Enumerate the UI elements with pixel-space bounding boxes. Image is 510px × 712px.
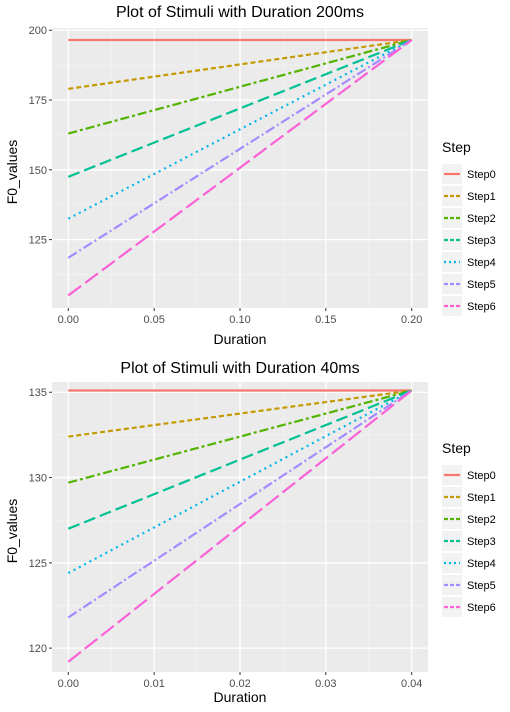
series-line-step3 bbox=[67, 38, 413, 178]
x-axis-label: Duration bbox=[214, 331, 267, 347]
series-line-step4 bbox=[67, 39, 413, 220]
legend-title: Step bbox=[442, 440, 471, 456]
series-line-step1 bbox=[68, 389, 412, 438]
legend-label: Step2 bbox=[467, 514, 496, 526]
series-line-step6 bbox=[67, 39, 413, 297]
legend-key-bg bbox=[442, 252, 462, 272]
legend: Step0 Step1 Step2 Step3 Step4 Step5 Step6 bbox=[442, 164, 496, 316]
x-tick-label: 0.00 bbox=[58, 314, 79, 326]
series-line-step2 bbox=[68, 389, 412, 484]
legend-label: Step6 bbox=[467, 301, 496, 313]
plot-area bbox=[52, 382, 428, 672]
chart-title: Plot of Stimuli with Duration 40ms bbox=[120, 360, 359, 377]
legend-title: Step bbox=[442, 139, 471, 155]
series-line-step4 bbox=[67, 389, 413, 575]
x-tick-label: 0.03 bbox=[315, 678, 336, 690]
x-tick-label: 0.05 bbox=[143, 314, 164, 326]
series-line-step6 bbox=[67, 389, 413, 663]
series-line-step1 bbox=[68, 38, 412, 90]
chart-panel-40ms: Plot of Stimuli with Duration 40ms Durat… bbox=[0, 354, 510, 707]
y-axis-label: F0_values bbox=[4, 140, 20, 205]
y-tick-label: 125 bbox=[29, 558, 47, 570]
legend-label: Step3 bbox=[467, 536, 496, 548]
chart-panel-200ms: Plot of Stimuli with Duration 200ms Dura… bbox=[0, 0, 510, 352]
y-axis-label: F0_values bbox=[4, 499, 20, 564]
x-tick-label: 0.04 bbox=[401, 678, 422, 690]
legend-label: Step5 bbox=[467, 580, 496, 592]
legend-label: Step1 bbox=[467, 492, 496, 504]
legend-key-bg bbox=[442, 553, 462, 573]
series-line-step5 bbox=[67, 389, 413, 619]
y-tick-label: 125 bbox=[29, 235, 47, 247]
legend-label: Step6 bbox=[467, 602, 496, 614]
series-line-step3 bbox=[67, 389, 413, 530]
y-tick-label: 135 bbox=[29, 387, 47, 399]
y-tick-label: 120 bbox=[29, 643, 47, 655]
plot-area bbox=[52, 28, 428, 308]
y-tick-label: 130 bbox=[29, 473, 47, 485]
y-tick-label: 200 bbox=[29, 25, 47, 37]
legend-label: Step0 bbox=[467, 470, 496, 482]
legend: Step0 Step1 Step2 Step3 Step4 Step5 Step6 bbox=[442, 465, 496, 617]
legend-label: Step5 bbox=[467, 279, 496, 291]
x-tick-label: 0.15 bbox=[315, 314, 336, 326]
line-chart-40ms: Plot of Stimuli with Duration 40ms Durat… bbox=[4, 360, 496, 705]
x-tick-label: 0.01 bbox=[143, 678, 164, 690]
x-axis-label: Duration bbox=[214, 689, 267, 705]
legend-label: Step0 bbox=[467, 169, 496, 181]
x-tick-label: 0.02 bbox=[229, 678, 250, 690]
x-tick-label: 0.10 bbox=[229, 314, 250, 326]
legend-label: Step1 bbox=[467, 191, 496, 203]
series-line-step5 bbox=[67, 39, 413, 259]
series-line-step2 bbox=[68, 38, 412, 135]
legend-label: Step2 bbox=[467, 213, 496, 225]
y-tick-label: 175 bbox=[29, 95, 47, 107]
legend-label: Step4 bbox=[467, 257, 496, 269]
line-chart-200ms: Plot of Stimuli with Duration 200ms Dura… bbox=[4, 4, 496, 347]
x-tick-label: 0.00 bbox=[58, 678, 79, 690]
legend-label: Step3 bbox=[467, 235, 496, 247]
y-tick-label: 150 bbox=[29, 165, 47, 177]
chart-title: Plot of Stimuli with Duration 200ms bbox=[116, 4, 364, 21]
legend-label: Step4 bbox=[467, 558, 496, 570]
x-tick-label: 0.20 bbox=[401, 314, 422, 326]
